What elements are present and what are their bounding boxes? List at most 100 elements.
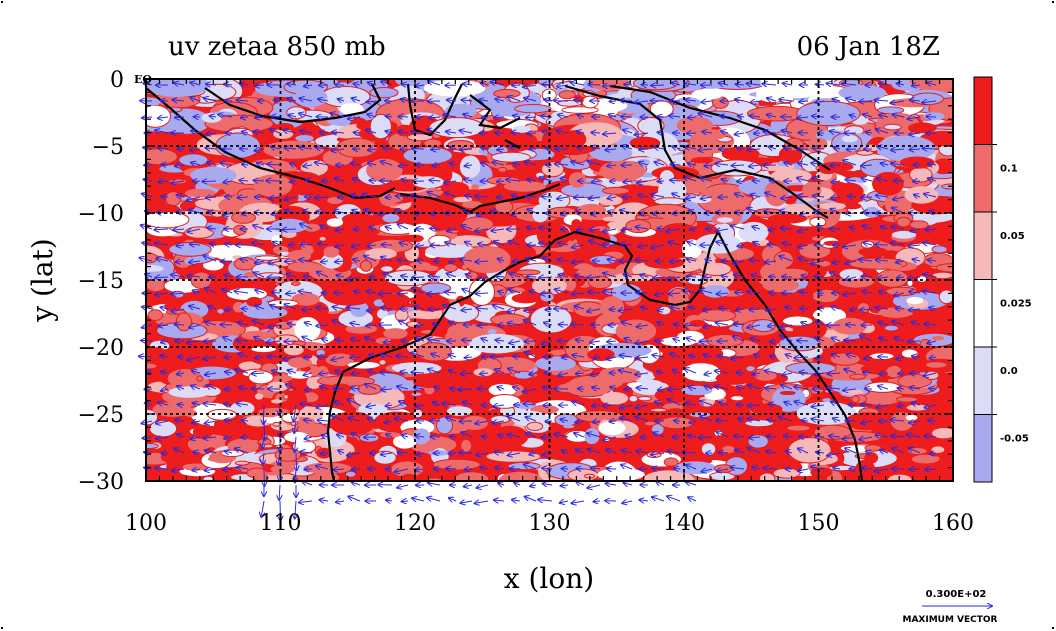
wind-vector — [162, 164, 169, 165]
field-patch — [597, 468, 645, 481]
x-tick-label: 150 — [798, 511, 840, 536]
field-patch — [402, 146, 453, 165]
field-patch — [665, 408, 686, 417]
field-patch — [303, 462, 352, 474]
field-patch — [652, 238, 676, 246]
wind-vector — [272, 292, 281, 293]
field-patch — [196, 375, 204, 382]
field-patch — [411, 392, 422, 396]
field-patch — [634, 214, 652, 221]
wind-vector — [498, 483, 505, 485]
field-patch — [511, 293, 541, 304]
field-patch — [339, 103, 364, 116]
wind-vector — [398, 117, 409, 118]
field-patch — [857, 302, 870, 314]
field-patch — [359, 260, 373, 272]
field-patch — [146, 363, 157, 369]
field-patch — [290, 281, 301, 286]
wind-vector — [652, 497, 665, 502]
field-patch — [282, 343, 305, 357]
wind-vector — [464, 469, 473, 470]
wind-vector — [386, 197, 393, 198]
field-patch — [220, 449, 245, 457]
field-patch — [658, 306, 671, 315]
wind-vector — [490, 357, 505, 358]
field-patch — [287, 357, 312, 368]
field-patch — [818, 202, 846, 210]
wind-vector — [494, 500, 505, 501]
field-patch — [598, 195, 623, 206]
field-patch — [923, 112, 945, 121]
wind-vector — [512, 500, 521, 501]
field-patch — [293, 415, 300, 422]
wind-vector — [752, 181, 761, 182]
wind-vector — [178, 357, 185, 358]
wind-vector — [670, 261, 681, 262]
wind-vector — [863, 372, 873, 373]
x-tick-labels: 100 110 120 130 140 150 160 — [125, 511, 974, 536]
field-patch — [931, 335, 945, 341]
field-patch — [369, 113, 392, 140]
field-patch — [485, 450, 542, 463]
wind-vector — [174, 324, 185, 325]
wind-vector — [449, 453, 457, 454]
field-patch — [383, 328, 408, 339]
field-patch — [423, 79, 486, 97]
wind-vector — [574, 197, 585, 198]
y-tick-label: −20 — [78, 336, 124, 361]
wind-vector — [239, 180, 249, 181]
wind-vector — [397, 485, 409, 488]
field-patch — [864, 452, 879, 464]
wind-vector — [560, 501, 569, 503]
field-patch — [627, 382, 642, 388]
field-patch — [682, 363, 721, 382]
field-patch — [445, 103, 477, 119]
field-patch — [628, 394, 639, 403]
field-patch — [849, 373, 866, 380]
wind-vector — [610, 421, 617, 422]
x-tick-label: 160 — [932, 511, 974, 536]
wind-vector — [543, 484, 553, 485]
field-patch — [238, 361, 262, 371]
field-patch — [461, 415, 489, 431]
field-patch — [326, 218, 344, 227]
field-patch — [796, 100, 861, 127]
wind-vector — [735, 292, 745, 293]
field-patch — [905, 414, 918, 421]
x-axis-label: x (lon) — [504, 562, 594, 595]
wind-vector — [668, 389, 681, 390]
field-patch — [767, 213, 808, 224]
field-patch — [179, 201, 196, 211]
field-patch — [758, 472, 776, 481]
field-patch — [405, 320, 421, 328]
wind-vector — [768, 244, 777, 245]
field-patch — [319, 236, 326, 241]
field-patch — [909, 220, 929, 230]
field-patch — [691, 157, 714, 164]
wind-vector — [476, 485, 489, 488]
wind-vector — [237, 341, 249, 342]
wind-vector — [513, 356, 521, 357]
x-tick-label: 130 — [529, 511, 571, 536]
field-patch — [274, 123, 294, 131]
field-patch — [498, 471, 543, 481]
field-patch — [246, 296, 263, 307]
wind-vector — [658, 228, 665, 229]
field-patch — [254, 393, 264, 400]
field-patch — [859, 389, 903, 405]
field-patch — [568, 172, 587, 188]
field-patch — [378, 359, 387, 366]
field-patch — [146, 104, 171, 128]
field-patch — [394, 308, 409, 322]
y-axis-label: y (lat) — [26, 238, 59, 322]
wind-vector — [449, 498, 457, 501]
field-patch — [883, 123, 902, 131]
wind-vector — [686, 482, 697, 485]
wind-vector — [754, 133, 761, 134]
reference-vector: 0.300E+02 MAXIMUM VECTOR — [902, 589, 997, 625]
field-patch — [413, 377, 447, 389]
wind-vector — [622, 501, 633, 503]
field-patch — [423, 265, 439, 272]
wind-vector — [279, 484, 280, 500]
wind-vector — [674, 468, 681, 469]
